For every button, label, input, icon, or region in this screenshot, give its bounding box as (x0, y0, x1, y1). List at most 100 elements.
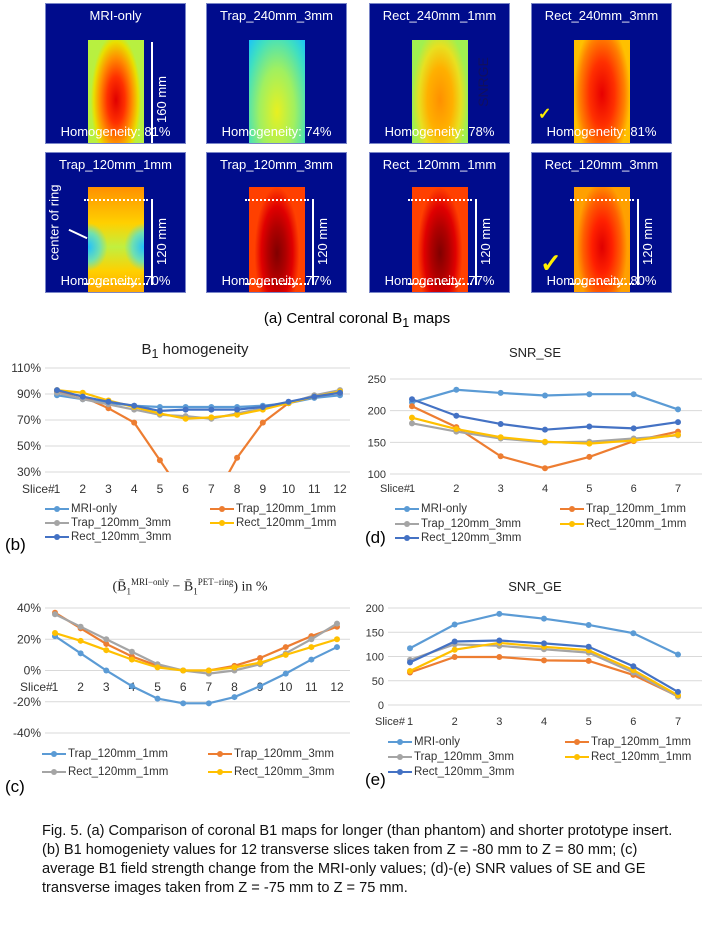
legend-item: Rect_120mm_1mm (565, 751, 691, 763)
data-point (77, 637, 84, 644)
x-tick-label: 1 (407, 716, 413, 728)
legend-item: Trap_120mm_3mm (388, 751, 514, 763)
data-point (257, 655, 264, 661)
map-title: Trap_240mm_3mm (220, 8, 333, 23)
title-part: 1 (193, 586, 198, 597)
legend-label: Rect_120mm_3mm (71, 531, 172, 543)
data-point (334, 644, 340, 651)
data-point (586, 440, 593, 447)
data-point (231, 694, 238, 701)
dimension-arrow (637, 199, 639, 285)
figure-caption: Fig. 5. (a) Comparison of coronal B1 map… (42, 823, 673, 896)
phantom-map-image (249, 187, 305, 292)
legend-label: Trap_120mm_1mm (591, 736, 691, 748)
legend-item: Rect_120mm_3mm (208, 766, 334, 778)
panel-label: (c) (5, 777, 25, 796)
title-part: PET−ring (197, 577, 234, 587)
data-point (409, 396, 415, 403)
legend-item: Rect_120mm_1mm (210, 517, 336, 529)
dimension-label: 160 mm (153, 75, 169, 123)
data-point (128, 648, 135, 655)
data-point (337, 389, 343, 396)
y-tick-label: 40% (17, 601, 41, 615)
y-tick-label: -40% (13, 726, 41, 740)
legend-swatch (45, 533, 69, 540)
data-point (103, 636, 110, 643)
homogeneity-label: Homogeneity: 81% (60, 124, 171, 139)
x-tick-label: 6 (180, 680, 187, 694)
legend-swatch (42, 768, 66, 775)
series-line (54, 631, 338, 672)
data-point (497, 453, 504, 460)
b1-map-panel: Rect_240mm_3mm Homogeneity: 81% ✓ (531, 3, 672, 144)
x-axis-label: Slice# (20, 680, 53, 694)
title-part: ) in % (233, 579, 268, 595)
data-point (541, 657, 547, 664)
data-point (259, 404, 266, 410)
x-tick-label: 1 (52, 680, 59, 694)
y-tick-label: 150 (366, 627, 384, 639)
legend-item: MRI-only (388, 736, 460, 748)
data-point (630, 391, 637, 398)
dimension-arrow (151, 199, 153, 285)
b1-map-panel: Rect_240mm_1mm Homogeneity: 78% SNRGE (369, 3, 510, 144)
x-tick-label: 6 (631, 483, 637, 495)
checkmark-icon: ✓ (540, 248, 562, 278)
series-line (54, 635, 338, 705)
dotted-boundary-line (245, 283, 309, 285)
x-tick-label: 10 (282, 482, 296, 496)
data-point (586, 391, 593, 398)
data-point (407, 668, 413, 675)
homogeneity-label: Homogeneity: 81% (546, 124, 657, 139)
dotted-boundary-line (408, 199, 472, 201)
legend-swatch (395, 534, 419, 541)
b1-map-panel: Trap_120mm_1mm Homogeneity: 70% 120 mm cent… (45, 152, 186, 293)
data-point (541, 640, 547, 647)
x-tick-label: 7 (675, 483, 681, 495)
legend-swatch (210, 505, 234, 512)
data-point (451, 653, 458, 660)
data-point (234, 406, 241, 413)
map-title: Rect_240mm_1mm (382, 8, 497, 23)
legend-label: MRI-only (71, 503, 118, 515)
legend-item: MRI-only (45, 503, 117, 515)
x-tick-label: 3 (105, 482, 112, 496)
data-point (585, 621, 592, 628)
y-tick-label: 70% (17, 413, 41, 427)
legend-swatch (45, 505, 69, 512)
legend-label: Rect_120mm_1mm (591, 751, 692, 763)
data-point (282, 651, 289, 658)
legend-label: Rect_120mm_3mm (234, 766, 335, 778)
series-line (54, 613, 338, 675)
data-point (630, 437, 637, 444)
data-point (257, 659, 264, 666)
data-point (259, 419, 266, 426)
series-group (407, 610, 681, 700)
data-point (154, 695, 161, 702)
y-tick-label: 50% (17, 439, 41, 453)
y-tick-label: 250 (368, 374, 386, 386)
dotted-boundary-line (408, 283, 472, 285)
data-point (182, 415, 189, 422)
y-tick-label: 200 (368, 406, 386, 418)
data-point (182, 406, 189, 413)
x-tick-label: 4 (542, 483, 548, 495)
chart-svg: 100 150 200 250 1 2 3 4 5 6 7 Slice# (368, 374, 702, 495)
data-point (208, 414, 215, 421)
phantom-map-image (574, 187, 630, 292)
data-point (542, 392, 548, 399)
title-part: − B̄ (169, 579, 194, 595)
legend-item: Rect_120mm_3mm (388, 766, 514, 778)
data-point (234, 411, 241, 418)
homogeneity-label: Homogeneity: 77% (384, 273, 495, 288)
data-point (308, 644, 315, 651)
data-point (675, 431, 681, 438)
dimension-label: 120 mm (639, 218, 655, 265)
data-point (77, 623, 84, 630)
dotted-boundary-line (84, 283, 148, 285)
chart-snr-ge: 0 50 100 150 200 1 2 3 4 5 6 7 Slice# MRI-only Trap_12… (360, 565, 714, 805)
data-point (453, 386, 460, 393)
map-title: Trap_120mm_3mm (220, 157, 333, 172)
x-tick-label: 6 (630, 716, 636, 728)
chart-title: SNR_SE (508, 345, 562, 360)
